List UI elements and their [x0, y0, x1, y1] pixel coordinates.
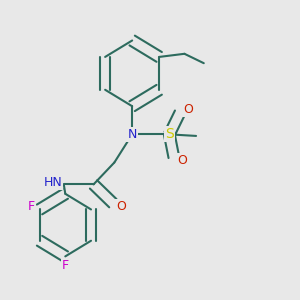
Text: F: F: [62, 259, 69, 272]
Text: O: O: [183, 103, 193, 116]
Text: HN: HN: [44, 176, 62, 189]
Text: O: O: [177, 154, 187, 166]
Text: F: F: [28, 200, 35, 213]
Text: S: S: [165, 128, 174, 141]
Text: O: O: [116, 200, 126, 213]
Text: N: N: [128, 128, 137, 141]
